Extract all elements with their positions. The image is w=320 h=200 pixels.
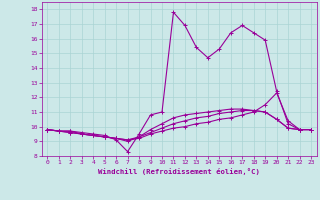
X-axis label: Windchill (Refroidissement éolien,°C): Windchill (Refroidissement éolien,°C) (98, 168, 260, 175)
